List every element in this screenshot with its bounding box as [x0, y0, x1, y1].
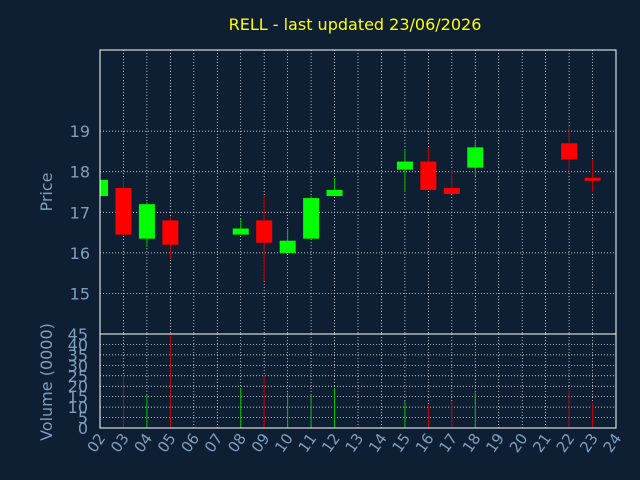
candle: [584, 159, 601, 192]
candle: [326, 177, 343, 197]
candle: [232, 218, 249, 235]
day-tick-label: 19: [482, 430, 508, 456]
price-tick-label: 19: [70, 122, 90, 141]
candles: [99, 127, 601, 282]
candle: [99, 179, 108, 197]
volume-axis-label: Volume (0000): [37, 323, 56, 441]
volume-grid: [100, 334, 616, 428]
candle: [443, 169, 460, 195]
plot-frames: [99, 49, 617, 429]
candle-body: [256, 220, 273, 243]
candle: [396, 149, 413, 192]
candle-body: [303, 198, 320, 239]
candle-body: [584, 177, 601, 181]
volume-tick-label: 40: [68, 335, 88, 354]
day-tick-label: 04: [130, 430, 156, 456]
volume-tick-label: 45: [68, 325, 88, 344]
volume-bars: [122, 334, 594, 428]
day-tick-label: 17: [435, 430, 461, 456]
candle-body: [420, 161, 437, 190]
day-tick-label: 12: [318, 430, 344, 456]
volume-tick-label: 20: [68, 377, 88, 396]
price-tick-labels: 15 16 17 18 19: [70, 122, 90, 303]
price-axis-label: Price: [37, 172, 56, 211]
volume-tick-label: 30: [68, 356, 88, 375]
candle: [420, 147, 437, 190]
day-tick-label: 16: [412, 430, 438, 456]
candle-body: [279, 240, 296, 253]
chart-title: RELL - last updated 23/06/2026: [229, 15, 482, 34]
volume-tick-label: 35: [68, 346, 88, 365]
day-tick-label: 21: [529, 430, 555, 456]
candle: [115, 177, 132, 235]
x-axis-label: Day: [332, 458, 362, 476]
day-tick-label: 23: [576, 430, 602, 456]
day-tick-label: 18: [459, 430, 485, 456]
price-grid: [100, 50, 616, 334]
volume-tick-label: 5: [78, 409, 88, 428]
candle-body: [162, 220, 179, 245]
day-tick-label: 15: [388, 430, 414, 456]
day-tick-label: 08: [224, 430, 250, 456]
day-tick-label: 06: [177, 430, 203, 456]
candle-body: [115, 187, 132, 235]
volume-tick-label: 25: [68, 367, 88, 386]
price-tick-label: 18: [70, 163, 90, 182]
day-tick-label: 05: [154, 430, 180, 456]
day-tick-label: 14: [365, 430, 391, 456]
day-tick-label: 20: [506, 430, 532, 456]
candle: [138, 202, 155, 247]
day-tick-label: 22: [553, 430, 579, 456]
price-tick-label: 15: [70, 284, 90, 303]
price-tick-label: 16: [70, 244, 90, 263]
volume-tick-label: 15: [68, 388, 88, 407]
candle-body: [443, 187, 460, 195]
candle-body: [467, 147, 484, 168]
volume-panel-frame: [99, 333, 617, 429]
candle-body: [326, 189, 343, 197]
day-tick-label: 07: [201, 430, 227, 456]
candle: [256, 196, 273, 282]
candle-body: [232, 228, 249, 235]
candle-body: [100, 179, 108, 197]
day-tick-label: 03: [107, 430, 133, 456]
volume-tick-label: 10: [68, 398, 88, 417]
day-tick-label: 11: [295, 430, 321, 456]
candle-body: [396, 161, 413, 170]
price-tick-label: 17: [70, 203, 90, 222]
day-tick-label: 13: [342, 430, 368, 456]
day-tick-label: 10: [271, 430, 297, 456]
candle: [561, 127, 578, 172]
day-tick-label: 09: [248, 430, 274, 456]
day-tick-label: 24: [600, 430, 626, 456]
candle: [303, 196, 320, 239]
candle: [279, 228, 296, 253]
candle: [162, 216, 179, 259]
candle: [467, 141, 484, 176]
volume-tick-label: 0: [78, 419, 88, 438]
day-tick-labels: 0203040506070809101112131415161718192021…: [84, 430, 626, 456]
candle-body: [561, 143, 578, 160]
candle-body: [138, 204, 155, 239]
